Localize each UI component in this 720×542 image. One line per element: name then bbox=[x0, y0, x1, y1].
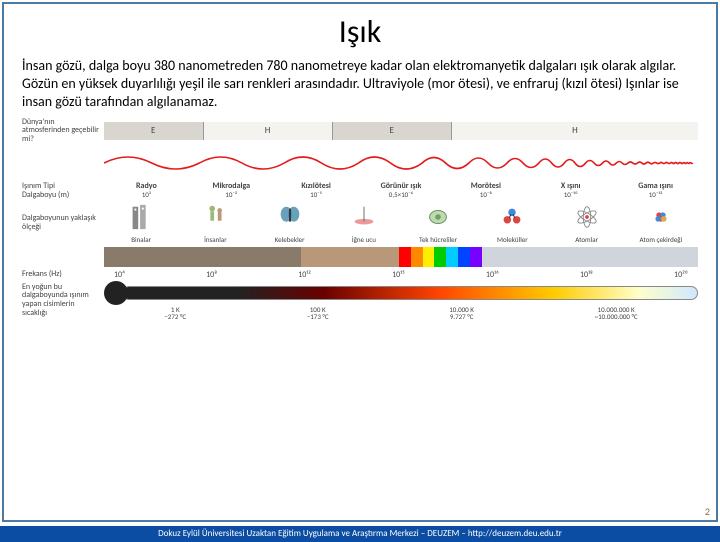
wave-graphic bbox=[104, 147, 698, 179]
radiation-type-col: Kızılötesi10⁻⁵ bbox=[274, 182, 359, 198]
frequency-label: Frekans (Hz) bbox=[22, 270, 104, 279]
frequency-tick: 10²⁰ bbox=[674, 270, 688, 280]
radiation-type-col: Gama ışını10⁻¹² bbox=[613, 182, 698, 198]
frequency-tick: 10⁸ bbox=[206, 270, 217, 280]
atmosphere-row: Dünya'nın atmosferinden geçebilir mi? EH… bbox=[22, 118, 698, 144]
spectrum-segment bbox=[301, 247, 399, 267]
thermometer-tube bbox=[122, 286, 698, 300]
atmosphere-segments: EHEH bbox=[104, 122, 698, 140]
spectrum-segment bbox=[482, 247, 698, 267]
building-icon: Binalar bbox=[104, 203, 178, 244]
radiation-type-col: Görünür ışık0,5×10⁻⁶ bbox=[359, 182, 444, 198]
needle-icon: İğne ucu bbox=[327, 203, 401, 244]
wave-path bbox=[104, 157, 693, 169]
spectrum-segment bbox=[458, 247, 470, 267]
person-icon: İnsanlar bbox=[178, 203, 252, 244]
nucleus-icon: Atom çekirdeği bbox=[624, 203, 698, 244]
molecule-icon: Moleküller bbox=[475, 203, 549, 244]
radiation-type-col: Mikrodalga10⁻² bbox=[189, 182, 274, 198]
thermometer-bulb bbox=[104, 281, 128, 305]
temperature-tick: 1 K−272 °C bbox=[164, 306, 186, 321]
frequency-row: Frekans (Hz) 10⁴ 10⁸ 10¹² 10¹⁵ 10¹⁶ 10¹⁸ 10²⁰ bbox=[22, 270, 698, 280]
spectrum-segment bbox=[399, 247, 411, 267]
radiation-type-row: Işınım Tipi Dalgaboyu (m) Radyo10³Mikrod… bbox=[22, 182, 698, 200]
atmosphere-segment: E bbox=[333, 122, 452, 140]
temperature-ticks: 1 K−272 °C 100 K−173 °C 10.000 K9.727 °C 10… bbox=[104, 306, 698, 321]
spectrum-row bbox=[22, 247, 698, 267]
radiation-type-col: Morötesi10⁻⁸ bbox=[443, 182, 528, 198]
radiation-type-col: Radyo10³ bbox=[104, 182, 189, 198]
atmosphere-segment: H bbox=[452, 122, 698, 140]
atmosphere-segment: H bbox=[204, 122, 333, 140]
scale-icons-row: Dalgaboyunun yaklaşık ölçeği Binalarİnsa… bbox=[22, 203, 698, 244]
radiation-type-label: Işınım Tipi Dalgaboyu (m) bbox=[22, 182, 104, 200]
temperature-tick: 10.000 K9.727 °C bbox=[449, 306, 474, 321]
frequency-tick: 10¹⁵ bbox=[392, 270, 405, 280]
atmosphere-label: Dünya'nın atmosferinden geçebilir mi? bbox=[22, 118, 104, 144]
em-spectrum-diagram: Dünya'nın atmosferinden geçebilir mi? EH… bbox=[4, 118, 716, 325]
page-number: 2 bbox=[705, 505, 710, 518]
temperature-row: En yoğun bu dalgaboyunda ışınım yapan ci… bbox=[22, 283, 698, 325]
wave-row bbox=[22, 147, 698, 179]
frequency-ticks: 10⁴ 10⁸ 10¹² 10¹⁵ 10¹⁶ 10¹⁸ 10²⁰ bbox=[104, 270, 698, 280]
spectrum-segment bbox=[423, 247, 435, 267]
spectrum-segment bbox=[470, 247, 482, 267]
slide-frame: Işık İnsan gözü, dalga boyu 380 nanometr… bbox=[2, 2, 718, 522]
temperature-tick: 10.000.000 K~10.000.000 °C bbox=[595, 306, 638, 321]
butterfly-icon: Kelebekler bbox=[253, 203, 327, 244]
radiation-type-columns: Radyo10³Mikrodalga10⁻²Kızılötesi10⁻⁵Görü… bbox=[104, 182, 698, 198]
temperature-tick: 100 K−173 °C bbox=[307, 306, 329, 321]
wavelength-scale-label: Dalgaboyunun yaklaşık ölçeği bbox=[22, 214, 104, 232]
spectrum-segment bbox=[434, 247, 446, 267]
spectrum-segment bbox=[104, 247, 301, 267]
atmosphere-segment: E bbox=[104, 122, 204, 140]
spectrum-segment bbox=[446, 247, 458, 267]
radiation-type-col: X ışını10⁻¹⁰ bbox=[528, 182, 613, 198]
slide-title: Işık bbox=[4, 4, 716, 55]
frequency-tick: 10¹² bbox=[298, 270, 311, 280]
cell-icon: Tek hücreliler bbox=[401, 203, 475, 244]
body-paragraph: İnsan gözü, dalga boyu 380 nanometreden … bbox=[4, 55, 716, 118]
atom-icon: Atomlar bbox=[550, 203, 624, 244]
scale-icons: BinalarİnsanlarKelebeklerİğne ucuTek hüc… bbox=[104, 203, 698, 244]
spectrum-segment bbox=[411, 247, 423, 267]
frequency-tick: 10¹⁸ bbox=[580, 270, 593, 280]
spectrum-bar bbox=[104, 247, 698, 267]
temperature-label: En yoğun bu dalgaboyunda ışınım yapan ci… bbox=[22, 283, 104, 318]
frequency-tick: 10¹⁶ bbox=[486, 270, 499, 280]
frequency-tick: 10⁴ bbox=[114, 270, 125, 280]
thermometer: 1 K−272 °C 100 K−173 °C 10.000 K9.727 °C 10… bbox=[104, 283, 698, 325]
